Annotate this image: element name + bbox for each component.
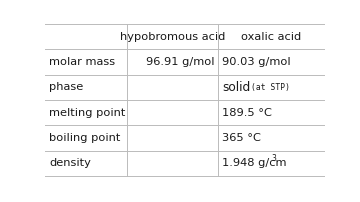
Text: density: density: [49, 158, 91, 168]
Text: 96.91 g/mol: 96.91 g/mol: [146, 57, 215, 67]
Text: phase: phase: [49, 82, 84, 92]
Text: 90.03 g/mol: 90.03 g/mol: [222, 57, 291, 67]
Text: molar mass: molar mass: [49, 57, 115, 67]
Text: melting point: melting point: [49, 108, 126, 118]
Text: boiling point: boiling point: [49, 133, 121, 143]
Text: 3: 3: [272, 154, 277, 163]
Text: solid: solid: [222, 81, 251, 94]
Text: 1.948 g/cm: 1.948 g/cm: [222, 158, 287, 168]
Text: (at STP): (at STP): [251, 83, 291, 92]
Text: hypobromous acid: hypobromous acid: [120, 32, 225, 42]
Text: 189.5 °C: 189.5 °C: [222, 108, 272, 118]
Text: 365 °C: 365 °C: [222, 133, 261, 143]
Text: oxalic acid: oxalic acid: [241, 32, 301, 42]
